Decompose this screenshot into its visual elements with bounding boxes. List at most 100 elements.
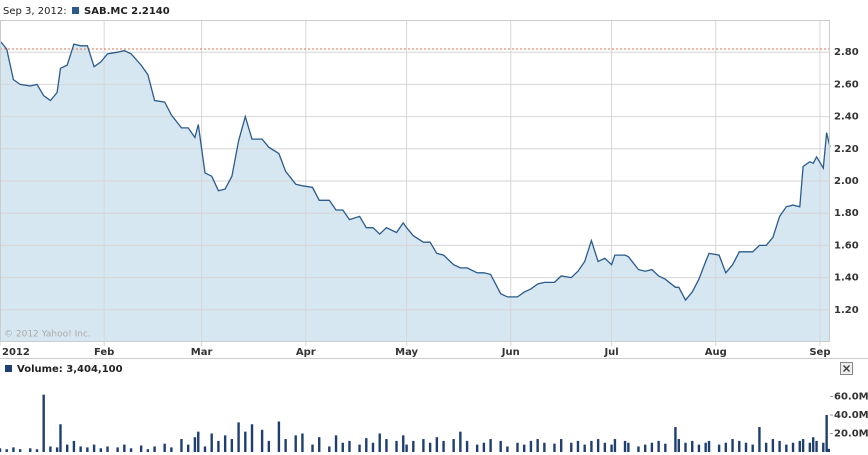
volume-bar — [203, 446, 207, 452]
y-tick-label: 20.0M — [834, 429, 868, 440]
volume-bar — [86, 447, 89, 452]
volume-bar — [92, 444, 96, 452]
volume-bar — [18, 449, 22, 452]
volume-bar — [623, 440, 627, 452]
volume-bar — [197, 431, 200, 452]
volume-bar — [318, 437, 321, 452]
volume-bar — [277, 421, 281, 452]
volume-bar — [627, 442, 630, 452]
y-tick-label: 1.60 — [834, 240, 859, 251]
volume-bar — [35, 449, 39, 452]
volume-bar — [163, 443, 166, 452]
volume-bar — [116, 447, 119, 452]
volume-bar — [808, 442, 812, 452]
plot-layer — [0, 20, 833, 452]
volume-bar — [489, 439, 492, 452]
volume-bar — [210, 433, 213, 452]
volume-bar — [603, 442, 607, 452]
volume-bar — [0, 448, 2, 452]
volume-bar — [237, 422, 240, 452]
volume-bar — [42, 394, 45, 452]
volume-bar — [516, 442, 519, 452]
y-tick-label: 60.0M — [834, 392, 868, 403]
y-tick-label: 1.80 — [834, 208, 859, 219]
x-tick-label: Jun — [501, 347, 520, 358]
x-tick-label: Feb — [94, 347, 114, 358]
x-tick-label: May — [395, 347, 418, 358]
volume-bar — [731, 439, 734, 452]
volume-bar — [341, 442, 344, 452]
volume-bar — [704, 442, 707, 452]
legend-swatch — [72, 7, 79, 14]
volume-bar — [186, 444, 190, 452]
volume-bar — [311, 444, 314, 452]
volume-bar — [217, 440, 220, 452]
volume-bar — [677, 439, 680, 452]
y-tick-label: 2.20 — [834, 144, 859, 155]
volume-bar — [664, 443, 667, 452]
volume-bar — [751, 444, 754, 452]
volume-bar — [801, 439, 805, 452]
x-tick-label: Mar — [191, 347, 213, 358]
volume-bar — [827, 448, 830, 452]
y-tick-label: 2.80 — [834, 47, 859, 58]
volume-bar — [657, 440, 660, 452]
volume-bar — [613, 439, 617, 452]
volume-bar — [543, 442, 546, 452]
volume-bar — [637, 446, 640, 452]
volume-bar — [717, 444, 721, 452]
copyright: © 2012 Yahoo! Inc. — [4, 330, 91, 340]
volume-bar — [643, 444, 647, 452]
volume-bar — [129, 448, 133, 452]
volume-bar — [395, 440, 398, 452]
volume-bar — [684, 442, 687, 452]
volume-bar — [123, 444, 126, 452]
volume-bar — [405, 444, 408, 452]
volume-bar — [153, 446, 156, 452]
volume-bar — [348, 440, 351, 452]
volume-bar — [452, 439, 455, 452]
volume-bar — [610, 444, 613, 452]
volume-bar — [825, 415, 828, 452]
volume-bar — [691, 440, 694, 452]
y-tick-label: 1.20 — [834, 305, 859, 316]
volume-bar — [583, 444, 586, 452]
volume-bar — [465, 440, 469, 452]
x-tick-label: Sep — [809, 347, 830, 358]
volume-bar — [475, 444, 479, 452]
volume-bar — [570, 442, 573, 452]
y-tick-label: 2.00 — [834, 176, 859, 187]
volume-bar — [223, 435, 227, 452]
volume-bar — [778, 440, 781, 452]
price-line — [0, 40, 831, 302]
volume-bar — [260, 429, 264, 452]
volume-bar — [771, 439, 775, 452]
volume-bar — [59, 424, 62, 452]
volume-bar — [170, 447, 173, 452]
x-tick-label: 2012 — [2, 347, 30, 358]
close-button[interactable] — [840, 362, 853, 375]
volume-bar — [744, 442, 748, 452]
volume-title: Volume: 3,404,100 — [17, 364, 123, 375]
volume-bar — [250, 424, 254, 452]
volume-bar — [146, 449, 150, 452]
volume-bar — [738, 440, 741, 452]
volume-bar — [459, 431, 462, 452]
volume-bar — [244, 431, 247, 452]
volume-bar — [334, 435, 338, 452]
x-tick-label: Jul — [603, 347, 618, 358]
x-tick-label: Aug — [705, 347, 727, 358]
volume-bar — [378, 433, 381, 452]
volume-bar — [294, 435, 297, 452]
volume-bar — [180, 439, 183, 452]
y-tick-label: 2.60 — [834, 79, 859, 90]
volume-bar — [193, 437, 197, 452]
volume-bar — [596, 439, 600, 452]
volume-bar — [697, 444, 701, 452]
volume-bar — [72, 440, 76, 452]
volume-bar — [822, 442, 825, 452]
volume-bar — [442, 440, 445, 452]
volume-bar — [412, 440, 415, 452]
y-tick-label: 2.40 — [834, 112, 859, 123]
x-tick-label: Apr — [296, 347, 316, 358]
